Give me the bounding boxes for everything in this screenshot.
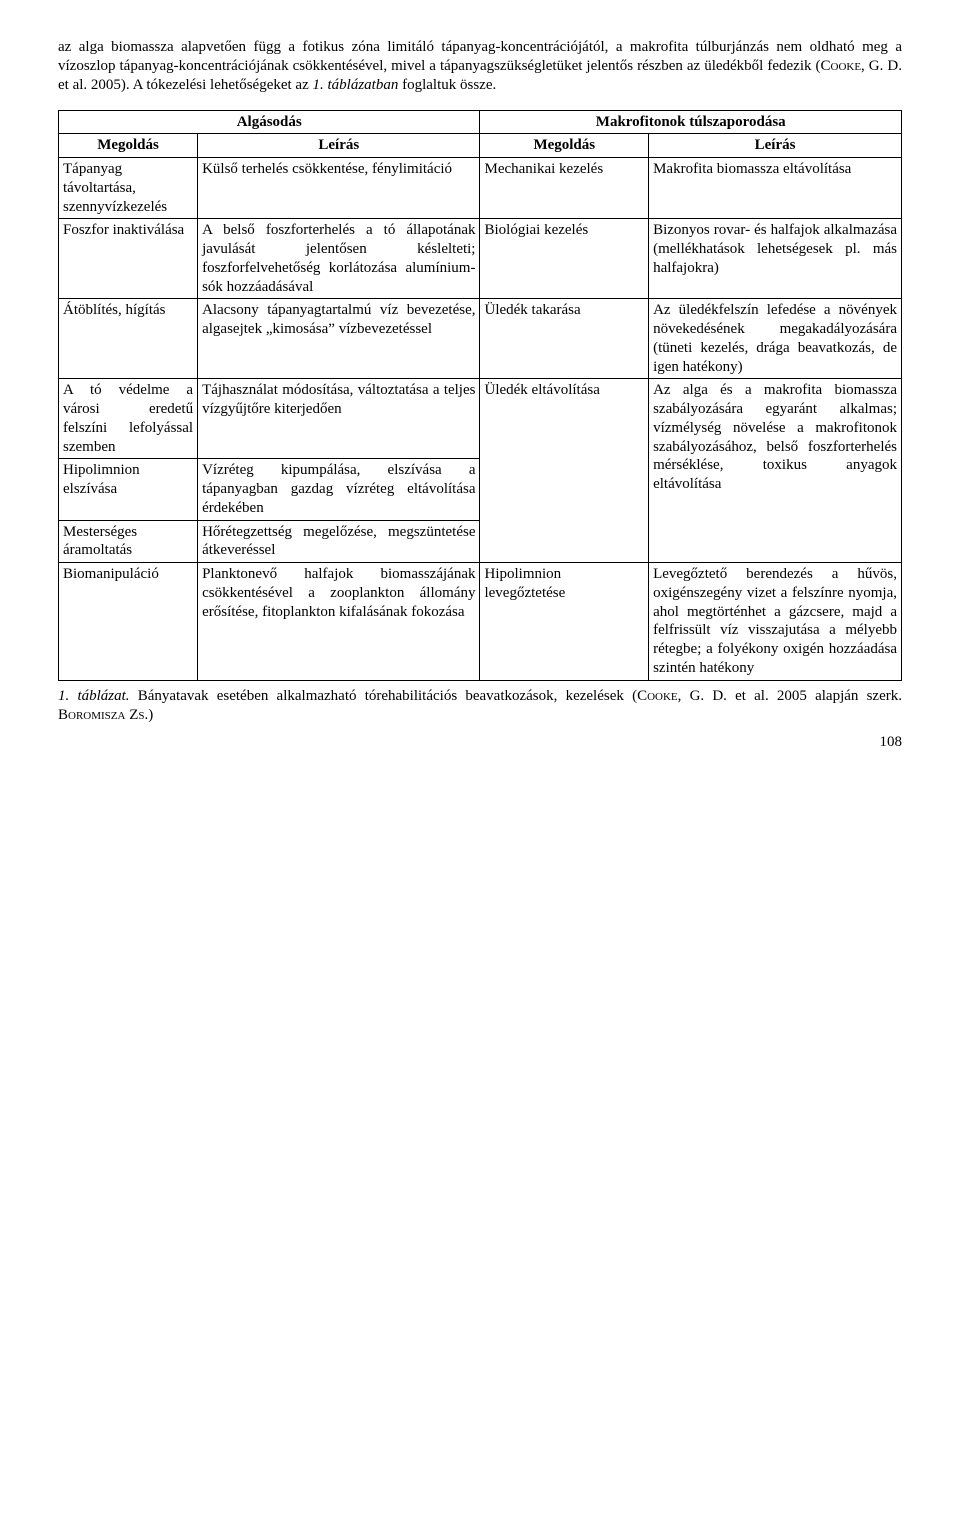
cell: Hőrétegzettség megelőzése, megszüntetése… [198, 520, 480, 563]
table-row: Megoldás Leírás Megoldás Leírás [59, 134, 902, 158]
subheader-c4: Leírás [649, 134, 902, 158]
cell: Bizonyos rovar- és halfajok alkalmazása … [649, 219, 902, 299]
cell: Foszfor inaktiválása [59, 219, 198, 299]
page-number: 108 [58, 733, 902, 752]
cell: Üledék takarása [480, 299, 649, 379]
cell: Az üledékfelszín lefedése a növények növ… [649, 299, 902, 379]
table-row: Biomanipuláció Planktonevő halfajok biom… [59, 563, 902, 681]
table-row: Algásodás Makrofitonok túlszaporodása [59, 110, 902, 134]
caption-author1: Cooke, G. D. [637, 688, 727, 704]
intro-s2a: A tókezelési lehetőségeket az [130, 77, 313, 93]
cell: Az alga és a makrofita biomassza szabály… [649, 379, 902, 563]
top-header-right: Makrofitonok túlszaporodása [480, 110, 902, 134]
cell: Tápanyag távoltartása, szennyvízkezelés [59, 158, 198, 219]
cell: Planktonevő halfajok biomasszájának csök… [198, 563, 480, 681]
cell: Külső terhelés csökkentése, fénylimitáci… [198, 158, 480, 219]
caption-lead: 1. táblázat. [58, 688, 130, 704]
caption-author2: Boromisza Zs. [58, 707, 148, 723]
cell: Mesterséges áramoltatás [59, 520, 198, 563]
top-header-left: Algásodás [59, 110, 480, 134]
intro-paragraph: az alga biomassza alapvetően függ a foti… [58, 38, 902, 96]
subheader-c1: Megoldás [59, 134, 198, 158]
caption-t1: Bányatavak esetében alkalmazható tórehab… [130, 688, 638, 704]
subheader-c2: Leírás [198, 134, 480, 158]
cell: A belső foszforterhelés a tó állapotának… [198, 219, 480, 299]
intro-s2c: foglaltuk össze. [398, 77, 496, 93]
caption-t3: ) [148, 707, 153, 723]
intro-part3: et al. 2005). [58, 77, 130, 93]
cell: Hipolimnion elszívása [59, 459, 198, 520]
cell: Tájhasználat módosítása, változtatása a … [198, 379, 480, 459]
cell: Átöblítés, hígítás [59, 299, 198, 379]
cell: Levegőztető berendezés a hűvös, oxigénsz… [649, 563, 902, 681]
table-row: Átöblítés, hígítás Alacsony tápanyagtart… [59, 299, 902, 379]
subheader-c3: Megoldás [480, 134, 649, 158]
cell: Alacsony tápanyagtartalmú víz bevezetése… [198, 299, 480, 379]
table-row: A tó védelme a városi eredetű felszíni l… [59, 379, 902, 459]
cell: Üledék eltávolítása [480, 379, 649, 563]
caption-t2: et al. 2005 alapján szerk. [727, 688, 902, 704]
table-caption: 1. táblázat. Bányatavak esetében alkalma… [58, 687, 902, 725]
cell: A tó védelme a városi eredetű felszíni l… [59, 379, 198, 459]
cell: Mechanikai kezelés [480, 158, 649, 219]
intro-table-ref: 1. táblázatban [313, 77, 399, 93]
cell: Makrofita biomassza eltávolítása [649, 158, 902, 219]
table-row: Tápanyag távoltartása, szennyvízkezelés … [59, 158, 902, 219]
table-row: Foszfor inaktiválása A belső foszforterh… [59, 219, 902, 299]
cell: Vízréteg kipumpálása, elszívása a tápany… [198, 459, 480, 520]
cell: Hipolimnion levegőztetése [480, 563, 649, 681]
cell: Biomanipuláció [59, 563, 198, 681]
intro-part1: az alga biomassza alapvetően függ a foti… [58, 39, 902, 74]
cell: Biológiai kezelés [480, 219, 649, 299]
treatments-table: Algásodás Makrofitonok túlszaporodása Me… [58, 110, 902, 681]
intro-author: Cooke, G. D. [821, 58, 902, 74]
